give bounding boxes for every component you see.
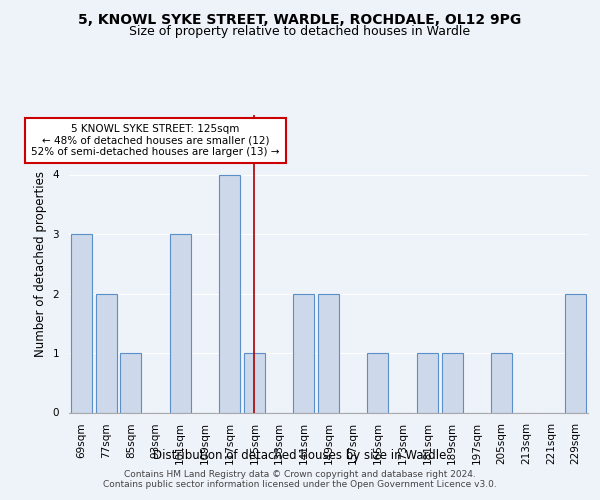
Bar xyxy=(367,353,388,412)
Y-axis label: Number of detached properties: Number of detached properties xyxy=(34,171,47,357)
Bar xyxy=(565,294,586,412)
Text: Distribution of detached houses by size in Wardle: Distribution of detached houses by size … xyxy=(154,448,446,462)
Bar xyxy=(170,234,191,412)
Bar xyxy=(219,174,240,412)
Text: Size of property relative to detached houses in Wardle: Size of property relative to detached ho… xyxy=(130,25,470,38)
Bar xyxy=(293,294,314,412)
Bar xyxy=(417,353,438,412)
Bar xyxy=(120,353,141,412)
Bar xyxy=(71,234,92,412)
Bar xyxy=(318,294,339,412)
Text: Contains HM Land Registry data © Crown copyright and database right 2024.: Contains HM Land Registry data © Crown c… xyxy=(124,470,476,479)
Bar xyxy=(244,353,265,412)
Bar xyxy=(442,353,463,412)
Bar xyxy=(95,294,116,412)
Text: 5, KNOWL SYKE STREET, WARDLE, ROCHDALE, OL12 9PG: 5, KNOWL SYKE STREET, WARDLE, ROCHDALE, … xyxy=(79,12,521,26)
Text: Contains public sector information licensed under the Open Government Licence v3: Contains public sector information licen… xyxy=(103,480,497,489)
Text: 5 KNOWL SYKE STREET: 125sqm
← 48% of detached houses are smaller (12)
52% of sem: 5 KNOWL SYKE STREET: 125sqm ← 48% of det… xyxy=(31,124,280,157)
Bar xyxy=(491,353,512,412)
